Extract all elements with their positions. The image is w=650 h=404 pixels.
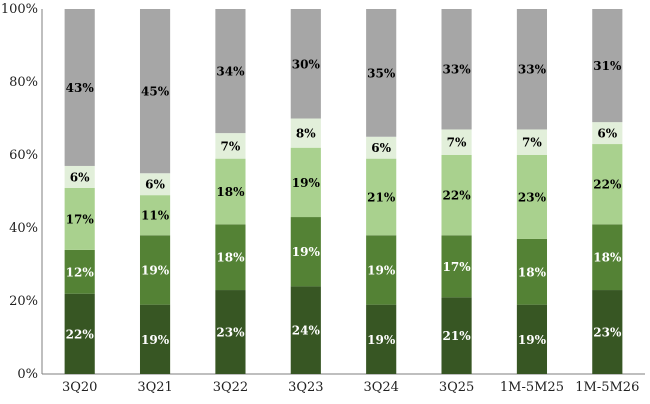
bar-segment [366,235,397,305]
data-label: 7% [221,139,241,153]
y-tick-label: 20% [9,294,38,309]
bar-segment [64,9,95,166]
bars-group [64,9,623,374]
data-label: 30% [292,57,321,71]
y-tick-label: 40% [9,221,38,236]
x-tick-label: 3Q25 [439,380,474,395]
data-label: 19% [141,333,170,347]
data-label: 6% [70,170,90,184]
x-tick-label: 3Q21 [137,380,172,395]
data-label: 17% [66,212,95,226]
bar-segment [441,9,472,130]
bar-segment [139,173,171,196]
bar-segment [366,9,397,137]
data-label: 34% [216,65,245,79]
x-axis: 3Q20 3Q21 3Q22 3Q23 3Q24 3Q25 1M-5M25 1M-5M26 [42,373,645,395]
bar-segment [366,136,397,159]
bar-segment [516,238,548,305]
bar-segment [592,290,623,374]
bar-segment [441,297,472,374]
x-tick-label: 3Q23 [288,380,323,395]
bar-segment [290,286,321,374]
data-label: 19% [518,333,547,347]
data-label: 45% [141,85,170,99]
data-label: 33% [518,63,547,77]
data-label: 6% [371,141,391,155]
bar-segment [516,129,548,155]
data-label: 6% [145,178,165,192]
x-tick-label: 3Q22 [213,380,248,395]
bar-segment [516,155,548,239]
y-tick-label: 80% [9,75,38,90]
data-label: 23% [216,326,245,340]
data-label: 19% [141,263,170,277]
bar-segment [139,304,171,374]
bar-segment [366,158,397,236]
data-label: 35% [367,66,396,80]
x-tick-label: 1M-5M26 [575,380,639,395]
data-label: 23% [593,326,622,340]
bar-segment [215,290,246,374]
bar-segment [290,217,321,287]
data-label: 22% [593,178,622,192]
bar-segment [592,122,623,145]
bar-segment [592,9,623,123]
data-label: 21% [443,329,472,343]
data-label: 19% [292,245,321,259]
bar-segment [215,158,246,225]
data-label: 22% [443,189,472,203]
data-label: 18% [518,265,547,279]
bar-segment [592,224,623,291]
bar-segment [64,249,95,294]
data-label: 24% [292,324,321,338]
data-label: 18% [216,185,245,199]
y-tick-label: 100% [1,2,38,17]
data-label: 17% [443,260,472,274]
bar-segment [64,187,95,250]
data-label: 11% [141,209,170,223]
data-label: 7% [447,136,467,150]
bar-segment [215,9,246,134]
data-label: 12% [66,265,95,279]
data-label: 18% [216,251,245,265]
data-label: 22% [66,327,95,341]
bar-segment [290,118,321,148]
bar-segment [441,155,472,236]
bar-segment [366,304,397,374]
y-tick-label: 0% [17,367,38,382]
bar-segment [516,9,548,130]
data-label: 7% [522,136,542,150]
bar-segment [139,235,171,305]
bar-segment [441,235,472,298]
data-label: 18% [593,251,622,265]
y-axis: 0% 20% 40% 60% 80% 100% [1,2,43,382]
data-label: 19% [367,263,396,277]
bar-segment [64,165,95,188]
data-label: 23% [518,190,547,204]
data-label: 21% [367,190,396,204]
bar-segment [215,224,246,291]
bar-segment [290,9,321,119]
y-tick-label: 60% [9,148,38,163]
bar-segment [139,195,171,236]
bar-segment [441,129,472,155]
data-label: 19% [292,176,321,190]
data-label: 43% [66,81,95,95]
bar-segment [64,293,95,374]
bar-segment [592,144,623,225]
x-tick-label: 1M-5M25 [500,380,564,395]
data-label: 31% [593,59,622,73]
bar-segment [215,133,246,159]
data-label: 33% [443,63,472,77]
data-label: 6% [597,127,617,141]
bar-segment [139,9,171,174]
x-tick-label: 3Q20 [62,380,97,395]
data-labels-group: 22% 12% 17% 6% 43% 19% 19% 11% 6% 45% 23% 18% 18% 7% 3… [66,57,622,347]
bar-segment [290,147,321,218]
bar-segment [516,304,548,374]
data-label: 8% [296,127,316,141]
x-tick-label: 3Q24 [363,380,398,395]
data-label: 19% [367,333,396,347]
